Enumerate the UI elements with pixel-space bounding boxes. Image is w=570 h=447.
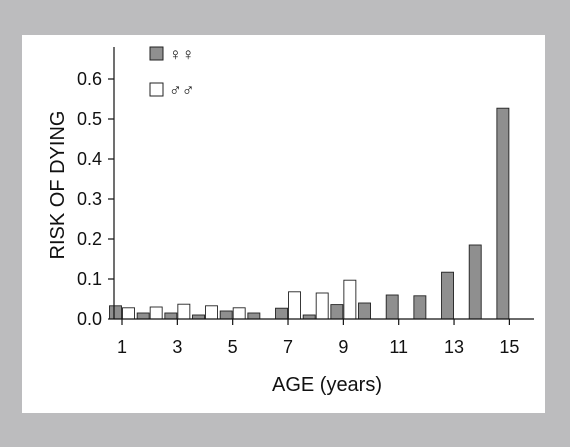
- x-axis-title: AGE (years): [272, 374, 382, 396]
- bar-male-age-3: [177, 303, 191, 320]
- y-tick-label: 0.2: [77, 229, 102, 249]
- x-tick-label: 15: [499, 337, 519, 357]
- chart-panel: 0.0 0.1 0.2 0.3 0.4 0.5 0.6 1 3 5 7 9 11 13 15 RISK O…: [22, 35, 545, 413]
- y-tick-label: 0.1: [77, 269, 102, 289]
- bar-female-age-9: [330, 304, 344, 320]
- y-tick-label: 0.3: [77, 189, 102, 209]
- bar-female-age-5: [219, 310, 233, 320]
- bar-female-age-13: [441, 271, 454, 320]
- x-ticks-group: 1 3 5 7 9 11 13 15: [117, 319, 519, 357]
- legend-swatch-males: [149, 82, 164, 97]
- bar-male-age-4: [205, 305, 218, 320]
- bar-male-age-9: [343, 279, 357, 320]
- bar-female-age-14: [468, 244, 482, 320]
- axes-group: [113, 47, 534, 320]
- bar-female-age-11: [385, 294, 399, 320]
- bar-chart: 0.00.10.20.30.40.50.6 1 3 5 7 9 11 13 15 RISK O…: [47, 45, 534, 396]
- bar-male-age-5: [232, 307, 246, 320]
- legend-label-females: ♀♀: [169, 45, 195, 64]
- legend: ♀♀ ♂♂: [149, 45, 195, 100]
- bar-female-age-2: [136, 312, 150, 320]
- y-tick-label: 0.6: [77, 69, 102, 89]
- bar-female-age-6: [247, 312, 261, 320]
- x-tick-label: 1: [117, 337, 127, 357]
- bar-female-age-1: [109, 305, 122, 320]
- x-tick-label: 3: [172, 337, 182, 357]
- x-tick-label: 13: [444, 337, 464, 357]
- y-tick-label: 0.0: [77, 309, 102, 329]
- bar-female-age-10: [358, 302, 371, 320]
- x-tick-label: 7: [283, 337, 293, 357]
- bars-group: [109, 107, 510, 320]
- legend-swatch-females: [149, 46, 164, 61]
- y-tick-label: 0.4: [77, 149, 102, 169]
- bar-male-age-8: [315, 292, 329, 320]
- bar-female-age-7: [275, 307, 288, 320]
- x-tick-label: 11: [389, 337, 408, 357]
- y-ticks-group: 0.0 0.1 0.2 0.3 0.4 0.5 0.6: [77, 69, 114, 329]
- y-tick-label: 0.5: [77, 109, 102, 129]
- bar-male-age-1: [122, 307, 135, 320]
- y-axis-title: RISK OF DYING: [47, 111, 69, 260]
- bar-female-age-3: [164, 312, 178, 320]
- bar-female-age-12: [413, 295, 427, 320]
- legend-label-males: ♂♂: [169, 81, 195, 100]
- bar-male-age-2: [149, 306, 163, 320]
- x-tick-label: 5: [228, 337, 238, 357]
- x-tick-label: 9: [338, 337, 348, 357]
- bar-female-age-15: [496, 107, 510, 320]
- bar-male-age-7: [288, 291, 301, 320]
